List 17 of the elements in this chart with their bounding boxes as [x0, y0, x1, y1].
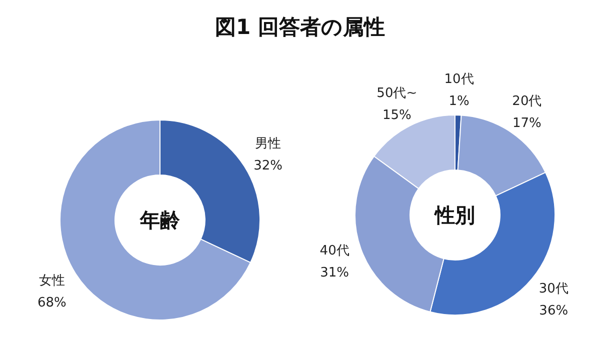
text: 年齢	[139, 208, 181, 232]
data-label: 17%	[512, 116, 542, 132]
slice-label: 10代	[444, 72, 474, 88]
chart-title: 図1 回答者の属性	[215, 15, 385, 39]
slice-label: 40代	[320, 243, 350, 258]
data-label: 32%	[254, 158, 283, 174]
text: 性別	[433, 203, 475, 227]
slice-label: 50代~	[376, 86, 418, 101]
data-label: 36%	[539, 304, 568, 319]
data-label: 68%	[37, 296, 66, 311]
data-label: 15%	[382, 108, 412, 123]
data-label: 1%	[448, 94, 470, 110]
data-label: 31%	[320, 265, 350, 280]
slice-label: 男性	[255, 136, 282, 152]
slice-label: 女性	[38, 274, 65, 289]
slice-label: 20代	[512, 94, 542, 110]
slice-label: 30代	[538, 282, 568, 297]
